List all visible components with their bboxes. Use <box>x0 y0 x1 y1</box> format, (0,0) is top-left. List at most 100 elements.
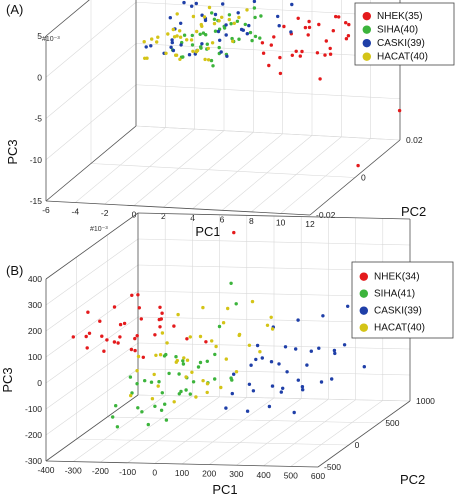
x-axis-line <box>45 200 311 216</box>
data-point-hacat <box>189 38 194 42</box>
data-point-siha <box>234 302 238 306</box>
data-point-hacat <box>207 5 212 10</box>
data-point-siha <box>162 354 167 358</box>
x-tick-label: -2 <box>101 208 109 218</box>
legend-marker: ● <box>362 9 372 22</box>
data-point-caski <box>321 314 325 318</box>
data-point-caski <box>251 389 256 393</box>
data-point-hacat <box>234 370 239 374</box>
data-point-caski <box>170 40 174 45</box>
data-point-caski <box>218 38 222 42</box>
data-point-siha <box>211 64 215 68</box>
data-point-nhek <box>318 77 322 81</box>
data-point-nhek <box>278 55 282 60</box>
data-point-siha <box>237 37 241 41</box>
data-point-hacat <box>269 315 273 319</box>
data-point-siha <box>213 352 217 357</box>
data-point-siha <box>229 376 233 380</box>
data-point-hacat <box>245 8 249 12</box>
x-tick-label: -100 <box>119 467 136 477</box>
data-point-nhek <box>296 16 300 20</box>
data-point-siha <box>190 43 195 47</box>
data-point-hacat <box>217 19 221 23</box>
data-point-nhek <box>116 341 120 345</box>
z-tick-label: -100 <box>25 404 42 414</box>
data-point-hacat <box>178 57 182 61</box>
legend-marker: ● <box>362 22 372 35</box>
data-point-hacat <box>265 323 270 327</box>
data-point-siha <box>248 30 253 35</box>
data-point-hacat <box>190 370 194 374</box>
data-point-siha <box>114 404 118 408</box>
data-point-caski <box>194 1 198 6</box>
data-point-caski <box>144 45 148 49</box>
x-tick-label: 200 <box>202 469 216 479</box>
legend-marker: ● <box>359 304 369 317</box>
box-edge <box>45 125 137 202</box>
data-point-hacat <box>166 32 170 36</box>
data-point-nhek <box>158 305 162 309</box>
data-point-nhek <box>118 322 123 327</box>
legend-marker: ● <box>359 287 369 300</box>
data-point-hacat <box>176 312 180 317</box>
data-point-nhek <box>323 53 327 57</box>
data-point-nhek <box>100 334 104 338</box>
legend-marker: ● <box>362 49 372 62</box>
data-point-siha <box>181 362 186 366</box>
data-point-caski <box>283 345 288 349</box>
data-point-hacat <box>198 334 203 339</box>
data-point-nhek <box>356 163 360 168</box>
data-point-caski <box>342 343 347 347</box>
floor-grid-line <box>154 397 247 464</box>
side-wall-grid-line <box>45 238 139 306</box>
data-point-siha <box>199 46 203 50</box>
z-tick-label: 0 <box>37 378 42 388</box>
panel-b-legend: ● NHEK(34) ● SIHA(41) ● CASKI(39) ● HACAT(40) <box>351 261 454 339</box>
floor-grid-line <box>90 163 356 178</box>
x-tick-label: -400 <box>37 465 54 475</box>
z-tick-label: 5 <box>37 31 42 41</box>
data-point-caski <box>216 29 221 34</box>
floor-grid-line <box>236 398 329 466</box>
data-point-nhek <box>118 335 122 339</box>
data-point-caski <box>171 48 176 53</box>
data-point-caski <box>169 45 173 49</box>
data-point-caski <box>285 370 289 374</box>
data-point-caski <box>213 12 218 17</box>
x-tick-label: -4 <box>72 207 80 217</box>
data-point-hacat <box>158 353 163 357</box>
data-point-caski <box>276 14 280 19</box>
data-point-nhek <box>282 24 286 29</box>
data-point-siha <box>212 17 217 21</box>
data-point-caski <box>330 377 334 381</box>
data-point-hacat <box>136 354 141 359</box>
data-point-siha <box>253 34 258 39</box>
legend-label-siha: SIHA(40) <box>377 24 418 35</box>
y-tick-label: 1000 <box>416 396 435 406</box>
data-point-hacat <box>258 350 262 354</box>
data-point-nhek <box>159 317 163 321</box>
back-wall-grid-line <box>137 238 411 246</box>
data-point-nhek <box>158 325 162 329</box>
data-point-nhek <box>153 333 157 337</box>
data-point-nhek <box>86 310 90 314</box>
data-point-caski <box>179 43 183 47</box>
data-point-caski <box>300 385 305 389</box>
legend-label-hacat: HACAT(40) <box>374 323 425 334</box>
data-point-siha <box>252 6 257 10</box>
data-point-nhek <box>294 49 298 53</box>
data-point-siha <box>184 388 188 392</box>
data-point-nhek <box>278 71 283 76</box>
x-tick-label: -6 <box>42 205 50 215</box>
data-point-caski <box>267 404 272 409</box>
data-point-hacat <box>160 331 165 335</box>
data-point-nhek <box>133 348 137 353</box>
z-tick-label: -10 <box>30 155 43 165</box>
data-point-caski <box>309 349 313 353</box>
data-point-siha <box>182 33 187 37</box>
panel-a-label: (A) <box>6 2 23 17</box>
data-point-nhek <box>344 37 349 41</box>
data-point-nhek <box>397 108 402 113</box>
data-point-caski <box>319 380 324 384</box>
data-point-nhek <box>317 22 321 27</box>
